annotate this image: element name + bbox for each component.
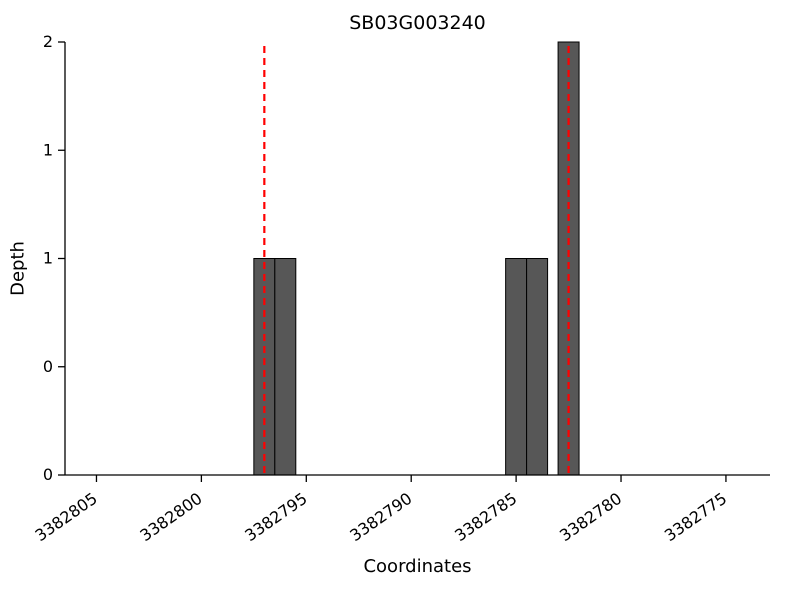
bar: [526, 258, 549, 476]
y-axis-label: Depth: [7, 241, 29, 296]
x-tick-label: 3382790: [346, 489, 415, 545]
chart-title: SB03G003240: [349, 12, 486, 34]
y-tick-label: 2: [43, 32, 53, 51]
x-tick-label: 3382805: [31, 489, 100, 545]
x-tick-label: 3382795: [241, 489, 310, 545]
y-tick-label: 0: [43, 465, 53, 484]
bar: [274, 258, 297, 476]
bar: [505, 258, 528, 476]
x-tick-label: 3382785: [451, 489, 520, 545]
x-tick-label: 3382800: [136, 489, 205, 545]
y-tick-label: 1: [43, 140, 53, 159]
x-tick-label: 3382780: [556, 489, 625, 545]
x-axis-label: Coordinates: [363, 556, 472, 577]
x-tick-label: 3382775: [661, 489, 730, 545]
y-tick-label: 0: [43, 357, 53, 376]
y-tick-label: 1: [43, 249, 53, 268]
